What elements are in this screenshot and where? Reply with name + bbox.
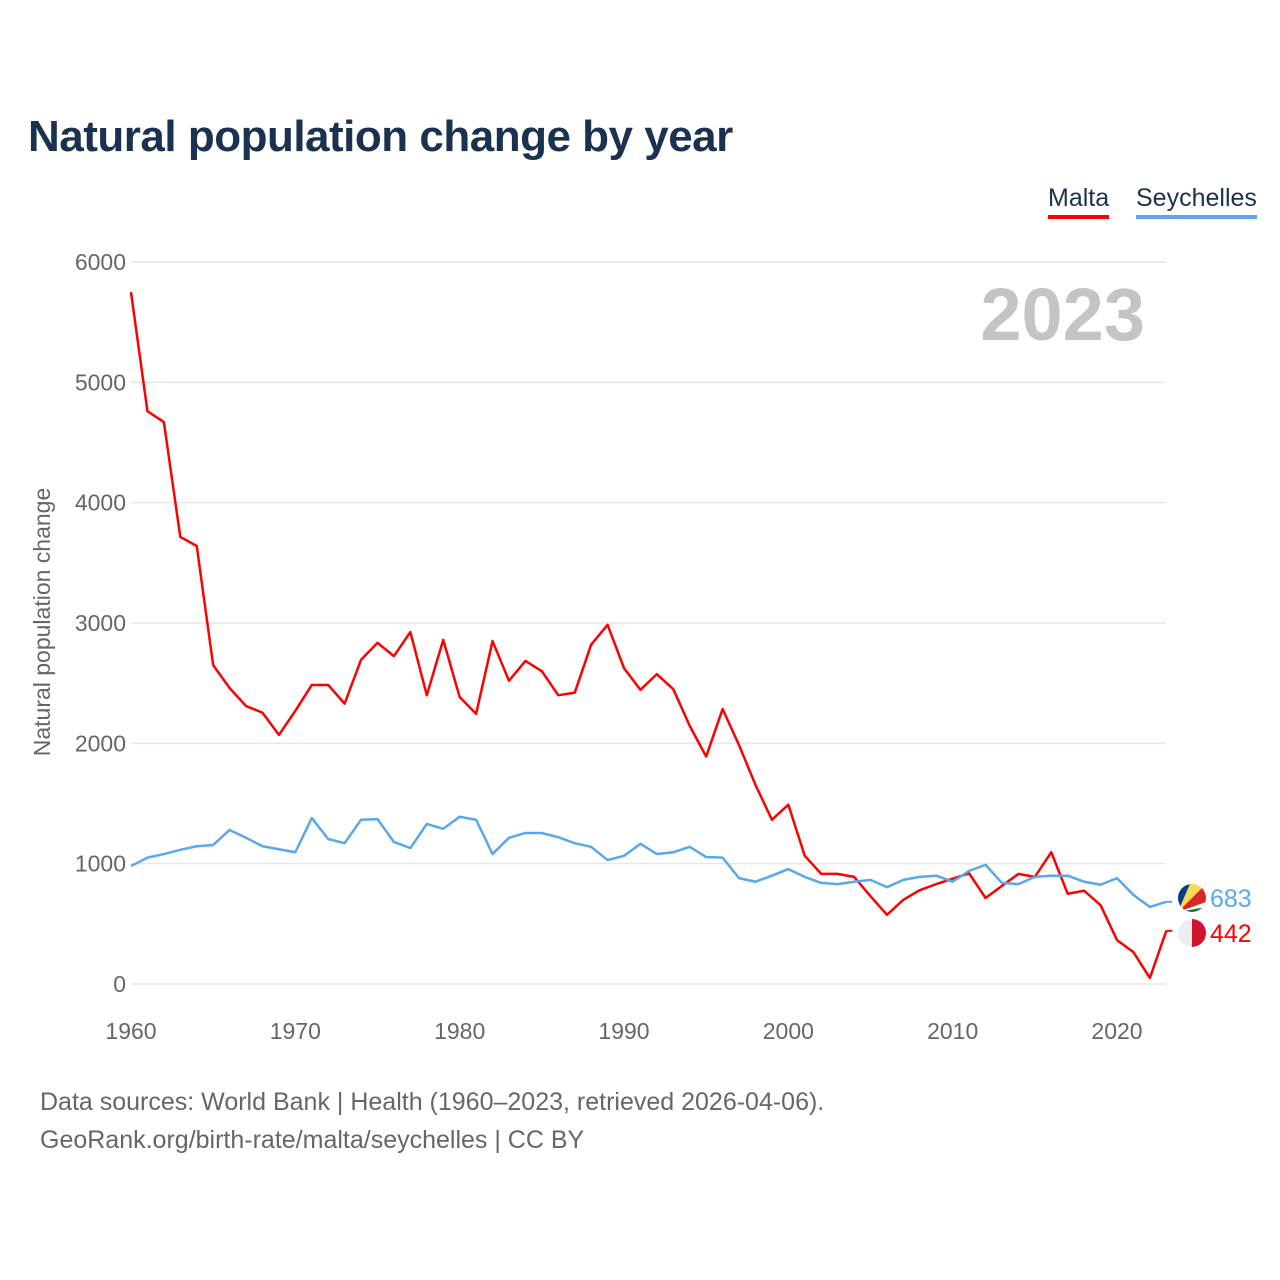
x-tick-label: 1970 <box>270 1018 321 1044</box>
malta-flag-icon <box>1178 919 1206 947</box>
y-tick-label: 2000 <box>75 730 126 756</box>
x-tick-label: 1980 <box>434 1018 485 1044</box>
y-tick-label: 6000 <box>75 249 126 275</box>
footer-sources: Data sources: World Bank | Health (1960–… <box>40 1088 825 1116</box>
x-tick-label: 1960 <box>105 1018 156 1044</box>
series-line-seychelles <box>130 815 1167 909</box>
x-tick-label: 1990 <box>598 1018 649 1044</box>
end-value-label-seychelles: 683 <box>1210 885 1252 913</box>
y-tick-label: 4000 <box>75 490 126 516</box>
x-tick-label: 2010 <box>927 1018 978 1044</box>
y-tick-label: 0 <box>113 971 126 997</box>
seychelles-flag-icon <box>1178 884 1206 912</box>
x-tick-label: 2020 <box>1091 1018 1142 1044</box>
x-tick-label: 2000 <box>763 1018 814 1044</box>
y-tick-label: 5000 <box>75 369 126 395</box>
series-line-malta <box>129 291 1168 980</box>
legend-malta[interactable]: Malta <box>1048 184 1110 219</box>
legend-seychelles[interactable]: Seychelles <box>1136 184 1257 219</box>
footer-link[interactable]: GeoRank.org/birth-rate/malta/seychelles … <box>40 1126 585 1154</box>
y-tick-label: 3000 <box>75 610 126 636</box>
chart-title: Natural population change by year <box>28 112 733 161</box>
end-value-label-malta: 442 <box>1210 920 1252 948</box>
y-axis-label: Natural population change <box>29 488 55 757</box>
y-tick-label: 1000 <box>75 851 126 877</box>
year-watermark: 2023 <box>980 273 1145 356</box>
